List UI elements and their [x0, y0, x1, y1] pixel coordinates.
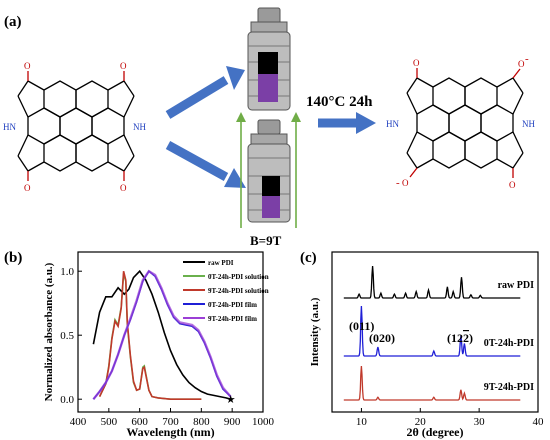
x-tick-label: 30: [474, 416, 486, 428]
magnetic-field-arrows: [236, 112, 301, 228]
x-tick-label: 20: [415, 416, 427, 428]
pattern-label: 0T-24h-PDI: [484, 338, 534, 349]
negative-charge: -: [396, 177, 400, 189]
miller-index-part: ): [469, 331, 473, 345]
reaction-arrow-down: [165, 141, 229, 181]
x-tick-label: 1000: [252, 416, 275, 428]
x-tick-label: 700: [162, 416, 179, 428]
miller-index-label: (011): [349, 319, 374, 333]
panel-c-label: (c): [300, 250, 317, 266]
panel-b-label: (b): [4, 250, 22, 266]
pdi-dianion-molecule: [406, 68, 524, 178]
x-tick-label: 900: [224, 416, 241, 428]
pattern-label: raw PDI: [498, 280, 534, 291]
x-tick-label: 800: [193, 416, 210, 428]
y-axis-label: Intensity (a.u.): [309, 297, 321, 366]
autoclave-reactor-bottom: [247, 119, 291, 223]
y-tick-label: 0.5: [60, 330, 74, 342]
series-line: [92, 269, 231, 400]
reaction-arrow-up-head: [226, 66, 245, 90]
oxygen-label: O: [402, 178, 409, 188]
x-tick-label: 600: [131, 416, 148, 428]
y-axis-label: Normalized absorbance (a.u.): [43, 262, 55, 401]
plot-frame: [331, 251, 539, 413]
xrd-pattern-line: [343, 305, 521, 357]
miller-index-part: (12: [447, 331, 463, 345]
legend-label: 0T-24h-PDI solution: [208, 273, 269, 281]
y-tick-label: 0.0: [60, 394, 74, 406]
miller-index-part: 2: [463, 331, 469, 345]
legend-label: 9T-24h-PDI film: [208, 315, 257, 323]
endpoint-star-marker: ★: [226, 394, 236, 406]
x-tick-label: 40: [533, 416, 545, 428]
series-line: [98, 271, 202, 400]
autoclave-reactor-top: [247, 7, 291, 111]
x-axis-label: 2θ (degree): [406, 425, 463, 439]
pattern-label: 9T-24h-PDI: [484, 382, 534, 393]
x-axis-label: Wavelength (nm): [126, 425, 214, 439]
legend-label: raw PDI: [208, 259, 234, 267]
nitrogen-label-left: HN: [3, 122, 16, 132]
x-tick-label: 10: [356, 416, 368, 428]
reaction-arrow-down-head: [224, 168, 246, 188]
pdi-molecule-left: [17, 71, 135, 181]
reaction-condition: 140°C 24h: [306, 94, 373, 110]
oxygen-label: O: [509, 180, 516, 190]
uv-vis-chart: 400 500 600 700 800 900 1000 0.0 0.5 1.0 Wavelengt…: [43, 251, 275, 439]
miller-index-label: (020): [369, 331, 395, 345]
nitrogen-label-right: NH: [133, 122, 146, 132]
nitrogen-label-right: NH: [522, 119, 535, 129]
x-tick-label: 500: [101, 416, 118, 428]
xrd-pattern-line: [343, 365, 521, 401]
oxygen-label: O: [24, 61, 31, 71]
reaction-arrow-up: [165, 76, 229, 119]
oxygen-label: O: [518, 59, 525, 69]
series-line: [92, 269, 232, 400]
nitrogen-label-left: HN: [386, 119, 399, 129]
xrd-chart: 10 20 30 40 2θ (degree) Intensity (a.u.) raw P…: [309, 251, 545, 439]
oxygen-label: O: [24, 183, 31, 193]
magnetic-field-label: B=9T: [250, 233, 282, 248]
miller-index-label: (122): [447, 331, 473, 345]
panel-a-label: (a): [4, 14, 22, 30]
oxygen-label: O: [120, 183, 127, 193]
x-tick-label: 400: [70, 416, 87, 428]
oxygen-label: O: [413, 58, 420, 68]
negative-charge: -: [525, 53, 529, 65]
y-tick-label: 1.0: [60, 266, 74, 278]
legend-label: 0T-24h-PDI film: [208, 301, 257, 309]
legend-label: 9T-24h-PDI solution: [208, 287, 269, 295]
product-arrow-head: [356, 112, 376, 134]
xrd-pattern-line: [343, 265, 521, 299]
oxygen-label: O: [120, 61, 127, 71]
